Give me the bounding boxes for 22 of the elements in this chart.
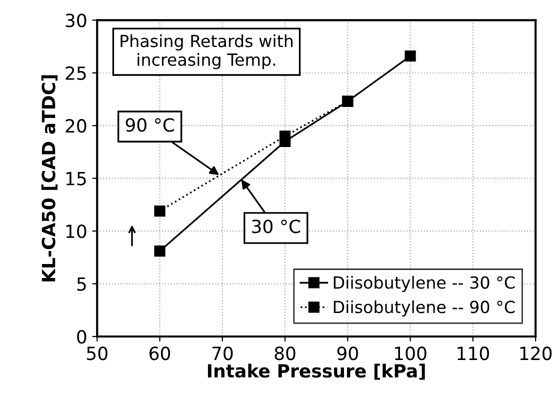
- y-tick-label: 10: [66, 224, 86, 238]
- y-tick-label: 0: [77, 330, 86, 344]
- x-tick-label: 90: [337, 346, 358, 360]
- x-tick-label: 80: [274, 346, 296, 360]
- x-axis-title: Intake Pressure [kPa]: [208, 364, 425, 380]
- y-tick-label: 30: [66, 14, 86, 28]
- x-tick-label: 100: [395, 346, 426, 360]
- annotation: 30 °C: [252, 220, 300, 234]
- x-tick-label: 110: [458, 346, 489, 360]
- y-tick-label: 25: [66, 66, 86, 80]
- legend-label: Diisobutylene -- 90 °C: [334, 300, 515, 317]
- annotation: Phasing Retards with increasing Temp.: [120, 34, 293, 70]
- y-tick-label: 5: [77, 277, 86, 291]
- x-tick-label: 60: [150, 346, 170, 360]
- x-tick-label: 50: [87, 346, 108, 360]
- y-tick-label: 15: [66, 172, 86, 186]
- x-tick-label: 120: [520, 346, 552, 360]
- x-tick-label: 70: [212, 346, 233, 360]
- y-tick-label: 20: [66, 119, 86, 133]
- annotation: 90 °C: [126, 118, 174, 132]
- y-axis-title: KL-CA50 [CAD aTDC]: [41, 75, 58, 282]
- legend-label: Diisobutylene -- 30 °C: [334, 276, 515, 292]
